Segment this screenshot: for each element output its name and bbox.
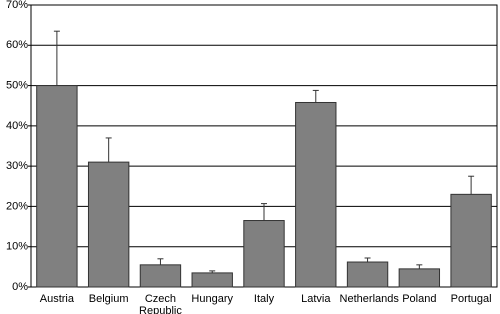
error-bar xyxy=(364,257,371,263)
error-bar xyxy=(312,89,319,103)
x-tick-label: Poland xyxy=(402,293,437,305)
bar xyxy=(191,272,233,288)
error-bar xyxy=(209,270,216,273)
x-tick-label: Czech Republic xyxy=(139,293,182,314)
x-tick-label: Austria xyxy=(39,293,74,305)
y-tick-label: 50% xyxy=(6,79,28,91)
error-bar xyxy=(416,264,423,269)
error-bar xyxy=(468,175,475,195)
error-bar xyxy=(157,258,164,265)
error-bar xyxy=(53,30,60,86)
y-tick-label: 60% xyxy=(6,39,28,51)
bar xyxy=(450,193,492,288)
bar xyxy=(243,220,285,288)
error-bar xyxy=(105,137,112,163)
y-tick-label: 20% xyxy=(6,200,28,212)
x-tick-label: Portugal xyxy=(450,293,492,305)
y-tick-label: 10% xyxy=(6,241,28,253)
bar xyxy=(398,268,441,288)
x-tick-label: Hungary xyxy=(191,293,233,305)
bar xyxy=(139,264,182,288)
y-tick-label: 30% xyxy=(6,160,28,172)
y-tick-label: 70% xyxy=(6,0,28,11)
bar xyxy=(87,161,130,288)
y-tick-label: 0% xyxy=(12,281,28,293)
bar xyxy=(346,261,389,288)
x-tick-label: Netherlands xyxy=(339,293,399,305)
error-bar xyxy=(261,203,267,221)
x-tick-label: Latvia xyxy=(301,293,331,305)
bar xyxy=(295,101,337,288)
y-tick-label: 40% xyxy=(6,120,28,132)
bar xyxy=(36,85,78,288)
x-tick-label: Belgium xyxy=(88,293,129,305)
x-tick-label: Italy xyxy=(253,293,275,305)
